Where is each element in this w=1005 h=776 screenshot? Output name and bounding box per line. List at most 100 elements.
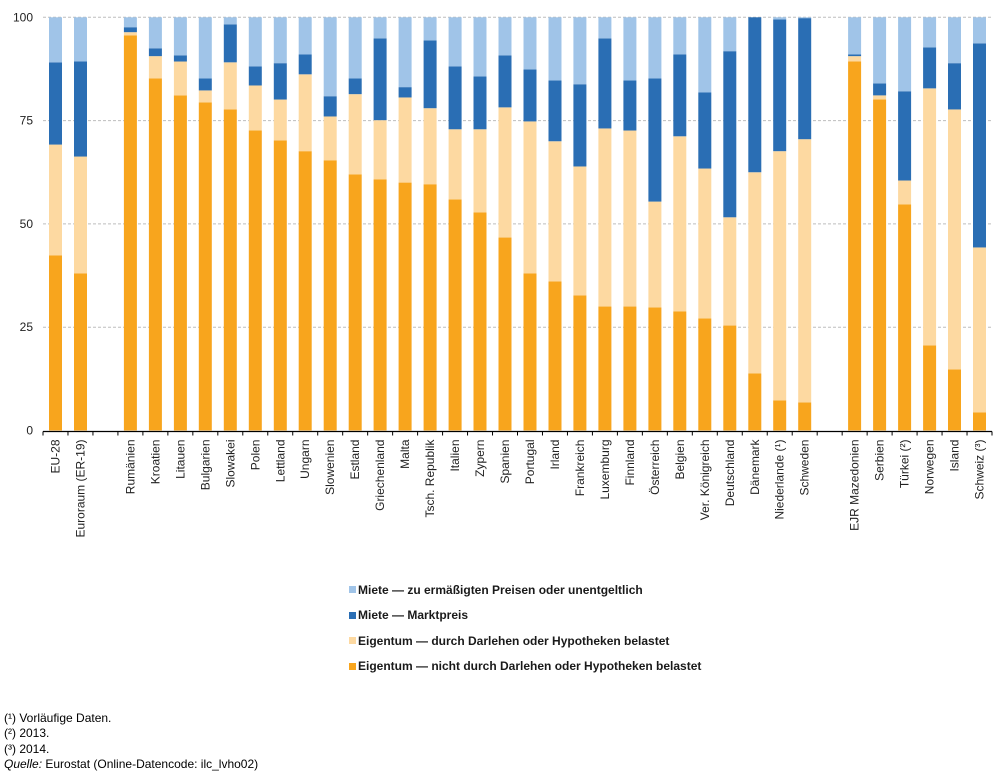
- bar-segment: [573, 17, 587, 85]
- bar-segment: [523, 17, 537, 70]
- x-tick-label: Ver. Königreich: [698, 440, 712, 521]
- bar-segment: [748, 17, 762, 173]
- y-tick-label: 100: [13, 10, 33, 24]
- bar-segment: [223, 17, 237, 25]
- legend-label: Miete — zu ermäßigten Preisen oder unent…: [358, 582, 643, 597]
- bar-segment: [898, 17, 912, 92]
- bar-segment: [923, 17, 937, 48]
- bar-segment: [298, 17, 312, 55]
- bar-stack: [248, 17, 262, 431]
- bar-segment: [623, 306, 637, 431]
- x-tick-label: Luxemburg: [598, 440, 612, 500]
- bar-segment: [948, 63, 961, 110]
- bar-segment: [373, 120, 387, 180]
- bar-stack: [49, 17, 62, 431]
- bar-segment: [423, 108, 437, 185]
- bar-stack: [948, 17, 961, 431]
- bar-segment: [49, 62, 62, 145]
- bar-segment: [548, 141, 562, 282]
- bar-segment: [348, 174, 362, 431]
- bar-segment: [848, 17, 862, 55]
- bar-segment: [49, 144, 62, 256]
- bar-segment: [623, 17, 637, 81]
- bar-segment: [698, 92, 712, 169]
- bar-segment: [323, 116, 337, 161]
- bar-segment: [773, 19, 787, 152]
- bar-segment: [74, 273, 87, 431]
- legend-label: Miete — Marktpreis: [358, 608, 469, 623]
- source-line: Quelle: Eurostat (Online-Datencode: ilc_…: [4, 757, 258, 772]
- bar-segment: [598, 38, 612, 129]
- bar-segment: [873, 99, 887, 431]
- footnote-2014: (³) 2014.: [4, 741, 50, 756]
- bar-segment: [723, 325, 737, 431]
- bar-stack: [74, 17, 87, 431]
- x-tick-label: Portugal: [523, 440, 537, 485]
- bar-stack: [348, 17, 362, 431]
- bar-segment: [923, 88, 937, 346]
- bar-segment: [898, 91, 912, 181]
- bar-segment: [398, 182, 412, 431]
- bar-stack: [548, 17, 562, 431]
- bar-segment: [698, 318, 712, 431]
- bar-segment: [473, 129, 487, 213]
- bar-segment: [798, 402, 812, 431]
- bar-stack: [448, 17, 462, 431]
- bar-segment: [798, 17, 812, 19]
- source-label: Quelle:: [4, 756, 43, 771]
- bar-segment: [273, 63, 287, 100]
- bar-segment: [523, 273, 537, 431]
- bar-segment: [49, 255, 62, 431]
- legend-item-owner-no-mortgage: Eigentum — nicht durch Darlehen oder Hyp…: [349, 654, 701, 680]
- bar-segment: [473, 212, 487, 431]
- legend-swatch-icon: [349, 662, 356, 670]
- x-tick-label: Ungarn: [298, 440, 312, 479]
- bar-segment: [123, 32, 137, 36]
- bar-segment: [898, 180, 912, 205]
- footnote-2013: (²) 2013.: [4, 726, 50, 741]
- x-tick-label: Niederlande (¹): [773, 440, 787, 520]
- bar-stack: [148, 17, 162, 431]
- bar-stack: [473, 17, 487, 431]
- bar-segment: [923, 47, 937, 89]
- x-tick-label: Norwegen: [923, 440, 937, 495]
- bar-segment: [573, 166, 587, 296]
- bar-stack: [373, 17, 387, 431]
- bar-segment: [198, 17, 212, 79]
- bar-segment: [373, 17, 387, 39]
- bar-segment: [948, 109, 961, 370]
- x-tick-label: Dänemark: [748, 439, 762, 495]
- bar-stack: [848, 17, 862, 431]
- bar-segment: [848, 54, 862, 57]
- bar-segment: [648, 17, 662, 79]
- bar-segment: [273, 17, 287, 64]
- y-tick-label: 75: [20, 114, 34, 128]
- bar-segment: [898, 204, 912, 431]
- bar-segment: [623, 130, 637, 307]
- bar-segment: [248, 17, 262, 67]
- bar-segment: [298, 74, 312, 152]
- bar-segment: [348, 94, 362, 175]
- x-tick-label: Griechenland: [373, 440, 387, 511]
- bar-stack: [173, 17, 187, 431]
- bar-stack: [423, 17, 437, 431]
- x-tick-label: Schweden: [798, 440, 812, 496]
- bar-segment: [123, 27, 137, 33]
- x-tick-label: Belgien: [673, 440, 687, 480]
- y-tick-label: 25: [20, 320, 34, 334]
- bar-segment: [223, 24, 237, 63]
- bar-segment: [49, 17, 62, 63]
- bar-segment: [648, 78, 662, 202]
- bar-segment: [74, 61, 87, 157]
- bar-stack: [698, 17, 712, 431]
- bar-stack: [898, 17, 912, 431]
- bar-stack: [123, 17, 137, 431]
- legend: Miete — zu ermäßigten Preisen oder unent…: [349, 577, 701, 679]
- bar-segment: [473, 17, 487, 77]
- bar-stack: [273, 17, 287, 431]
- bar-segment: [673, 136, 687, 312]
- x-tick-label: Finnland: [623, 440, 637, 486]
- bar-segment: [398, 97, 412, 183]
- bar-segment: [673, 311, 687, 431]
- y-axis: 0 25 50 75 100: [13, 10, 33, 437]
